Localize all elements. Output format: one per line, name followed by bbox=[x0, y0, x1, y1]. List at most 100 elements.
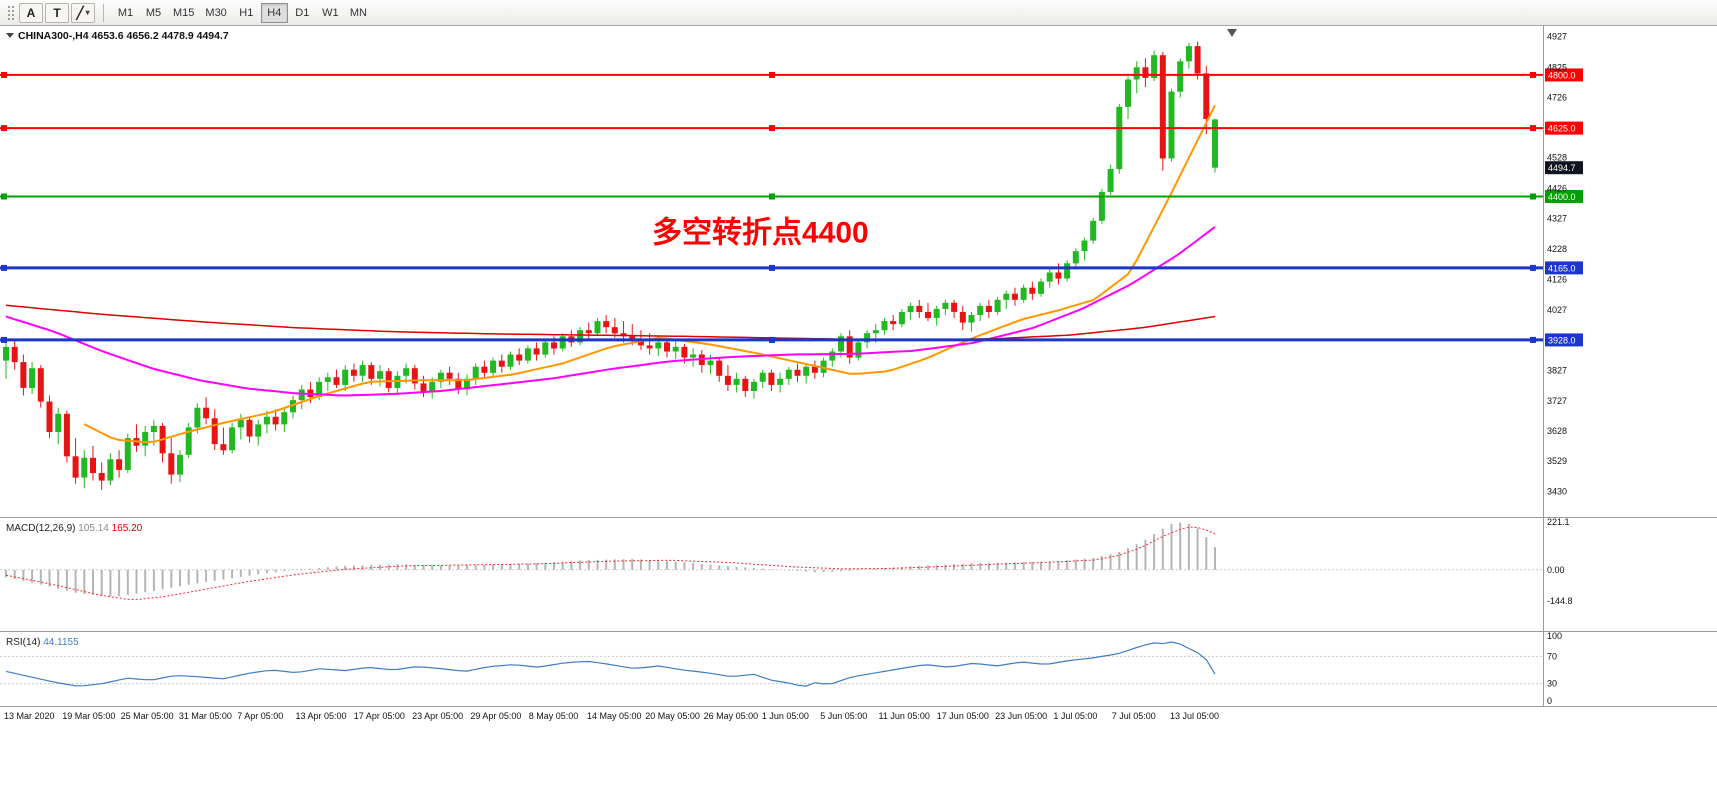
price-tick: 4825 bbox=[1547, 62, 1567, 72]
time-label: 25 Mar 05:00 bbox=[120, 711, 174, 721]
time-label: 20 May 05:00 bbox=[645, 711, 700, 721]
toolbar-separator bbox=[103, 3, 104, 22]
rsi-tick: 100 bbox=[1547, 632, 1562, 641]
price-badge-4625 bbox=[1545, 121, 1583, 135]
timeframe-button-d1[interactable]: D1 bbox=[289, 3, 316, 23]
hline-handle[interactable] bbox=[1530, 264, 1536, 271]
rsi-tick: 0 bbox=[1547, 696, 1552, 706]
timeframe-toolbar: M1 M5 M15 M30 H1 H4 D1 W1 MN bbox=[112, 2, 372, 23]
rsi-tick: 30 bbox=[1547, 679, 1557, 689]
macd-panel[interactable]: MACD(12,26,9) 105.14 165.20 221.1 0.00 -144… bbox=[0, 518, 1717, 632]
macd-tick: 0.00 bbox=[1547, 565, 1565, 575]
price-tick: 4228 bbox=[1547, 244, 1567, 254]
arrow-text-tool-button[interactable]: A bbox=[19, 2, 43, 23]
hline-handle[interactable] bbox=[1530, 125, 1536, 132]
macd-signal-line bbox=[5, 526, 1216, 601]
hline-handle[interactable] bbox=[1530, 193, 1536, 200]
ma-fast-orange[interactable] bbox=[83, 104, 1216, 444]
time-label: 13 Apr 05:00 bbox=[295, 711, 347, 721]
price-tick: 4528 bbox=[1547, 153, 1567, 163]
drawing-tool-button[interactable]: ╱ ▾ bbox=[71, 2, 95, 23]
timeframe-button-m15[interactable]: M15 bbox=[168, 3, 199, 23]
macd-histogram bbox=[5, 522, 1216, 597]
time-label: 31 Mar 05:00 bbox=[178, 711, 232, 721]
price-chart[interactable]: 4800.0 4625.0 4400.0 4165.0 3928.0 4927 4825 47… bbox=[0, 26, 1717, 518]
time-label: 14 May 05:00 bbox=[587, 711, 642, 721]
timeframe-button-w1[interactable]: W1 bbox=[317, 3, 344, 23]
price-badge-4400 bbox=[1545, 189, 1583, 203]
timeframe-button-mn[interactable]: MN bbox=[345, 3, 372, 23]
price-tick: 4927 bbox=[1547, 31, 1567, 41]
hline-handle[interactable] bbox=[1530, 71, 1536, 78]
price-tick: 3827 bbox=[1547, 366, 1567, 376]
dropdown-caret-icon: ▾ bbox=[85, 8, 90, 17]
chart-menu-icon[interactable] bbox=[6, 33, 14, 38]
rsi-line bbox=[5, 641, 1216, 687]
hline-handle[interactable] bbox=[1, 264, 7, 271]
hline-handle[interactable] bbox=[769, 125, 775, 132]
price-tick: 4426 bbox=[1547, 184, 1567, 194]
time-label: 29 Apr 05:00 bbox=[470, 711, 522, 721]
hline-handle[interactable] bbox=[769, 71, 775, 78]
svg-text:4494.7: 4494.7 bbox=[1548, 163, 1576, 173]
time-label: 8 May 05:00 bbox=[528, 711, 579, 721]
hline-handle[interactable] bbox=[1, 71, 7, 78]
time-label: 19 Mar 05:00 bbox=[62, 711, 116, 721]
chart-shift-marker bbox=[1227, 29, 1237, 37]
time-label: 23 Apr 05:00 bbox=[412, 711, 464, 721]
hline-handle[interactable] bbox=[1530, 336, 1536, 343]
timeframe-button-m5[interactable]: M5 bbox=[140, 3, 167, 23]
rsi-tick: 70 bbox=[1547, 651, 1557, 661]
price-tick: 4327 bbox=[1547, 214, 1567, 224]
macd-label: MACD(12,26,9) 105.14 165.20 bbox=[6, 523, 143, 534]
chart-annotation[interactable]: 多空转折点4400 bbox=[652, 217, 869, 250]
text-tool-button[interactable]: T bbox=[45, 2, 69, 23]
rsi-panel[interactable]: RSI(14) 44.1155 100 70 30 0 bbox=[0, 632, 1717, 706]
time-label: 13 Mar 2020 bbox=[4, 711, 55, 721]
time-label: 1 Jul 05:00 bbox=[1053, 711, 1098, 721]
time-label: 5 Jun 05:00 bbox=[820, 711, 868, 721]
timeframe-button-m30[interactable]: M30 bbox=[200, 3, 231, 23]
timeframe-button-h4[interactable]: H4 bbox=[260, 2, 288, 23]
timeframe-button-h1[interactable]: H1 bbox=[233, 3, 260, 23]
hline-handle[interactable] bbox=[1, 336, 7, 343]
price-tick: 3727 bbox=[1547, 396, 1567, 406]
time-label: 23 Jun 05:00 bbox=[995, 711, 1048, 721]
time-label: 26 May 05:00 bbox=[703, 711, 759, 721]
svg-text:4800.0: 4800.0 bbox=[1548, 70, 1576, 80]
line-tool-icon: ╱ bbox=[76, 5, 84, 20]
ma-slow-red[interactable] bbox=[5, 304, 1216, 341]
price-tick: 3529 bbox=[1547, 456, 1567, 466]
svg-text:4400.0: 4400.0 bbox=[1548, 192, 1576, 202]
ma-mid-magenta[interactable] bbox=[5, 226, 1216, 397]
time-label: 11 Jun 05:00 bbox=[878, 711, 930, 721]
candles-layer bbox=[3, 41, 1218, 490]
hline-handle[interactable] bbox=[769, 264, 775, 271]
time-label: 7 Jul 05:00 bbox=[1111, 711, 1156, 721]
hline-handle[interactable] bbox=[1, 125, 7, 132]
main-toolbar: A T ╱ ▾ M1 M5 M15 M30 H1 H4 D1 W1 MN bbox=[0, 0, 1717, 26]
hline-handle[interactable] bbox=[1, 193, 7, 200]
timeframe-button-m1[interactable]: M1 bbox=[112, 3, 139, 23]
toolbar-grip-icon[interactable] bbox=[6, 3, 14, 22]
price-badge-4165 bbox=[1545, 261, 1583, 275]
macd-tick: -144.8 bbox=[1547, 596, 1573, 606]
macd-tick: 221.1 bbox=[1547, 518, 1570, 527]
price-tick: 3430 bbox=[1547, 486, 1567, 496]
time-axis[interactable]: 13 Mar 2020 19 Mar 05:00 25 Mar 05:00 31 Ma… bbox=[0, 706, 1717, 794]
time-label: 7 Apr 05:00 bbox=[237, 711, 284, 721]
price-tick: 4126 bbox=[1547, 275, 1567, 285]
svg-text:4625.0: 4625.0 bbox=[1548, 124, 1576, 134]
rsi-label: RSI(14) 44.1155 bbox=[6, 637, 79, 648]
time-label: 1 Jun 05:00 bbox=[761, 711, 809, 721]
time-label: 13 Jul 05:00 bbox=[1170, 711, 1220, 721]
svg-text:3928.0: 3928.0 bbox=[1548, 335, 1576, 345]
hline-handle[interactable] bbox=[769, 193, 775, 200]
current-price-badge bbox=[1545, 161, 1583, 175]
hline-handle[interactable] bbox=[769, 336, 775, 343]
svg-text:4165.0: 4165.0 bbox=[1548, 263, 1576, 273]
price-tick: 3628 bbox=[1547, 426, 1567, 436]
chart-title-ohlc: CHINA300-,H4 4653.6 4656.2 4478.9 4494.7 bbox=[18, 30, 229, 42]
price-tick: 4027 bbox=[1547, 305, 1567, 315]
